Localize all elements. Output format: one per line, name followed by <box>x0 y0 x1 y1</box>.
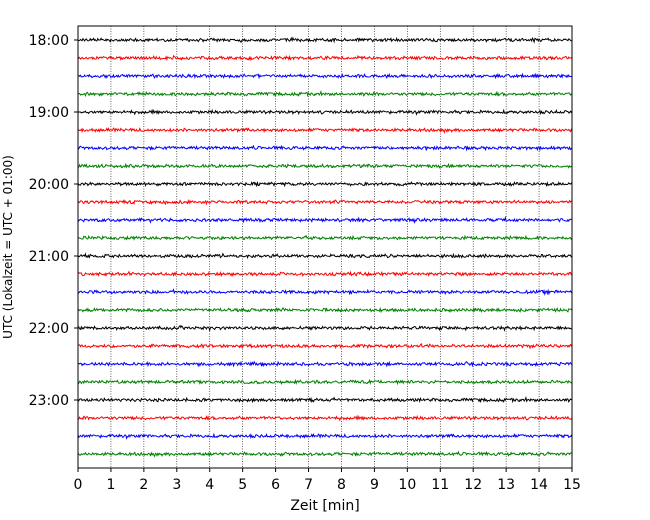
y-axis-label: UTC (Lokalzeit = UTC + 01:00) <box>1 155 15 339</box>
trace-line <box>77 450 573 458</box>
x-tick-label: 11 <box>431 477 449 493</box>
trace-line <box>77 378 573 386</box>
y-tick-label: 20:00 <box>29 177 69 193</box>
trace-line <box>77 306 573 314</box>
trace-line <box>77 36 573 44</box>
trace-line <box>77 215 573 224</box>
trace-line <box>77 342 573 350</box>
x-tick-label: 1 <box>106 477 115 493</box>
trace-line <box>77 54 573 62</box>
y-tick-label: 18:00 <box>29 33 69 49</box>
trace-line <box>77 234 573 241</box>
x-tick-label: 12 <box>464 477 482 493</box>
x-tick-label: 15 <box>563 477 581 493</box>
trace-line <box>77 180 573 188</box>
y-tick-label: 23:00 <box>29 393 69 409</box>
x-tick-label: 4 <box>205 477 214 493</box>
y-tick-label: 21:00 <box>29 249 69 265</box>
trace-line <box>77 252 573 260</box>
trace-line <box>77 360 573 368</box>
y-tick-label: 22:00 <box>29 321 69 337</box>
trace-line <box>77 108 573 116</box>
x-tick-label: 10 <box>398 477 416 493</box>
trace-line <box>77 414 573 422</box>
trace-line <box>77 324 573 332</box>
x-tick-label: 2 <box>139 477 148 493</box>
x-axis-label: Zeit [min] <box>290 498 359 514</box>
trace-line <box>77 144 573 152</box>
axis-ticks: 0 1 2 3 4 5 6 7 8 9 10 11 12 13 14 1518:0019:0020:0021:… <box>29 33 581 493</box>
trace-line <box>77 89 573 98</box>
plot-frame <box>77 25 573 469</box>
trace-line <box>77 72 573 80</box>
trace-line <box>77 126 573 134</box>
vertical-grid <box>110 26 540 468</box>
trace-line <box>77 162 573 170</box>
x-tick-label: 14 <box>530 477 548 493</box>
x-tick-label: 6 <box>271 477 280 493</box>
trace-line <box>77 270 573 278</box>
trace-line <box>77 198 573 206</box>
y-tick-label: 19:00 <box>29 105 69 121</box>
x-tick-label: 3 <box>172 477 181 493</box>
trace-lines <box>77 36 573 458</box>
x-tick-label: 9 <box>370 477 379 493</box>
trace-line <box>77 288 573 296</box>
trace-line <box>77 395 573 404</box>
x-tick-label: 7 <box>304 477 313 493</box>
x-tick-label: 0 <box>74 477 83 493</box>
x-tick-label: 13 <box>497 477 515 493</box>
x-tick-label: 8 <box>337 477 346 493</box>
x-tick-label: 5 <box>238 477 247 493</box>
trace-line <box>77 432 573 440</box>
